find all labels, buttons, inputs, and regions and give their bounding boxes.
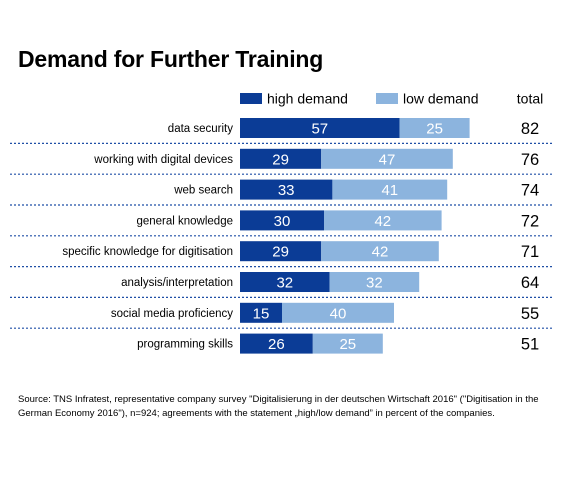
value-label-low-demand: 42 <box>372 244 389 261</box>
value-label-low-demand: 32 <box>366 275 383 292</box>
value-label-high-demand: 30 <box>274 213 291 230</box>
total-value: 64 <box>521 274 539 292</box>
bar-low-demand <box>321 148 453 169</box>
value-label-high-demand: 32 <box>276 275 293 292</box>
legend-label-low-demand: low demand <box>403 91 479 107</box>
bar-low-demand <box>321 241 439 262</box>
total-value: 74 <box>521 182 539 200</box>
total-value: 82 <box>521 120 539 138</box>
value-label-high-demand: 57 <box>311 121 328 138</box>
value-label-low-demand: 25 <box>339 336 356 353</box>
total-value: 76 <box>521 151 539 169</box>
category-label: general knowledge <box>136 215 233 227</box>
value-label-high-demand: 29 <box>272 151 289 168</box>
bar-low-demand <box>312 333 383 354</box>
bar-high-demand <box>240 272 330 292</box>
category-label: analysis/interpretation <box>121 277 233 289</box>
category-label: social media proficiency <box>111 308 233 320</box>
value-label-high-demand: 33 <box>278 182 295 199</box>
legend-swatch-high-demand <box>240 93 262 104</box>
value-label-low-demand: 47 <box>379 151 396 168</box>
bar-low-demand <box>329 272 420 292</box>
value-label-high-demand: 15 <box>253 305 270 322</box>
bar-low-demand <box>399 118 470 138</box>
category-label: specific knowledge for digitisation <box>62 246 233 258</box>
bar-low-demand <box>324 210 442 231</box>
category-label: programming skills <box>137 339 233 351</box>
bar-high-demand <box>240 210 324 231</box>
totals-header: total <box>517 91 543 107</box>
category-label: working with digital devices <box>93 154 233 166</box>
bar-low-demand <box>282 302 394 323</box>
value-label-low-demand: 41 <box>381 182 398 199</box>
chart-title: Demand for Further Training <box>18 46 324 72</box>
total-value: 71 <box>521 243 539 261</box>
bar-high-demand <box>240 118 400 138</box>
bar-high-demand <box>240 241 322 262</box>
value-label-low-demand: 42 <box>374 213 391 230</box>
bar-high-demand <box>240 179 333 200</box>
value-label-low-demand: 25 <box>426 121 443 138</box>
value-label-low-demand: 40 <box>330 305 347 322</box>
value-label-high-demand: 29 <box>272 244 289 261</box>
value-label-high-demand: 26 <box>268 336 285 353</box>
source-note: Source: TNS Infratest, representative co… <box>18 394 539 419</box>
bar-high-demand <box>240 333 313 354</box>
bar-low-demand <box>332 179 448 200</box>
bar-high-demand <box>240 148 322 169</box>
bar-high-demand <box>240 302 282 323</box>
total-value: 51 <box>521 336 539 354</box>
category-label: web search <box>173 185 233 197</box>
legend-swatch-low-demand <box>376 93 398 104</box>
category-label: data security <box>168 123 233 135</box>
total-value: 72 <box>521 212 539 230</box>
legend-label-high-demand: high demand <box>267 91 348 107</box>
total-value: 55 <box>521 305 539 323</box>
